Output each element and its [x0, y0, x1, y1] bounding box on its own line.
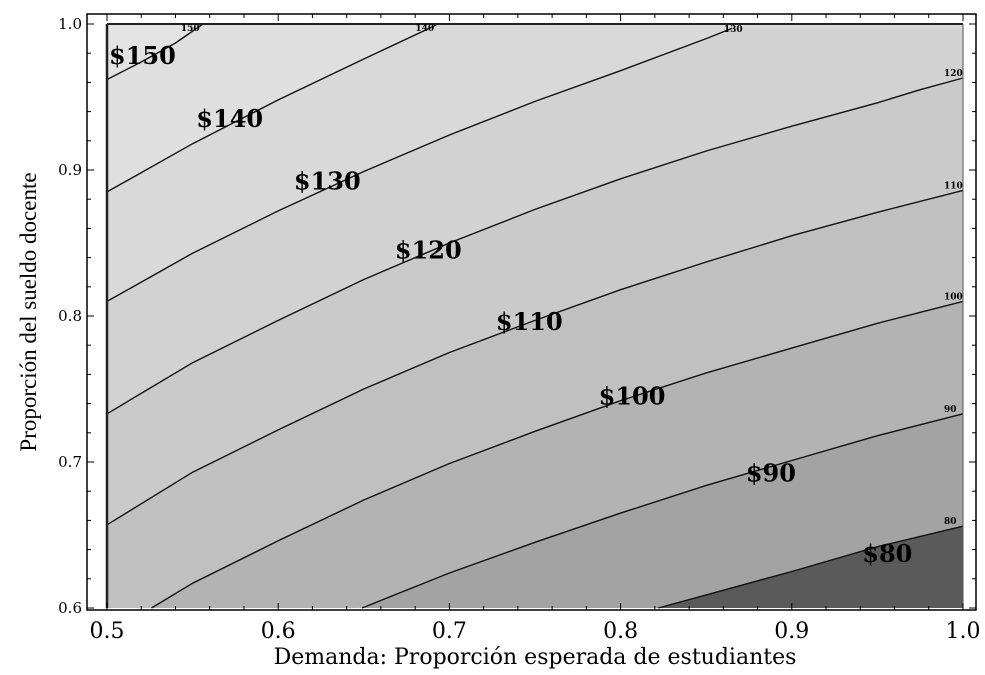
contour-band [107, 28, 963, 414]
contour-band [107, 526, 963, 608]
contour-end-labels: 150 140 130 120 110 100 90 80 [181, 24, 963, 527]
contour-value-label: $80 [862, 539, 912, 568]
contour-end-label: 90 [944, 405, 957, 415]
x-tick-label: 1.0 [946, 619, 981, 644]
x-tick-label: 0.5 [90, 619, 125, 644]
contour-regions [107, 24, 963, 608]
contour-line [106, 23, 438, 193]
contour-end-label: 120 [944, 69, 963, 79]
y-tick-label: 0.7 [58, 453, 82, 471]
contour-line [106, 23, 204, 81]
x-axis-title: Demanda: Proporción esperada de estudian… [274, 645, 797, 670]
contour-end-label: 80 [944, 517, 957, 527]
contour-line [106, 189, 964, 526]
x-tick-label: 0.9 [774, 619, 809, 644]
inner-plot-border [105, 23, 964, 608]
contour-end-label: 150 [181, 24, 200, 34]
contour-end-label: 100 [944, 292, 963, 302]
contour-value-label: $140 [196, 104, 263, 133]
contour-value-label: $150 [109, 41, 176, 70]
axis-ticks [87, 14, 976, 610]
contour-band [107, 24, 963, 80]
plot-frame [86, 13, 977, 611]
y-tick-label: 0.9 [58, 161, 82, 179]
contour-end-label: 140 [415, 24, 434, 34]
y-tick-label: 1.0 [58, 15, 82, 33]
contour-end-label: 130 [724, 25, 743, 35]
contour-band [107, 24, 963, 302]
contour-line [658, 525, 964, 609]
contour-line [151, 300, 964, 609]
y-tick-label: 0.8 [58, 307, 82, 325]
contour-value-label: $110 [496, 307, 563, 336]
contour-band [107, 78, 963, 525]
contour-line [106, 27, 733, 303]
contour-band [107, 190, 963, 608]
x-tick-label: 0.8 [603, 619, 638, 644]
contour-value-label: $130 [294, 167, 361, 196]
contour-value-label: $90 [746, 459, 796, 488]
contour-band [107, 301, 963, 608]
y-tick-label: 0.6 [58, 599, 82, 617]
contour-band [107, 413, 963, 608]
axis-tick-labels: 0.5 0.6 0.7 0.8 0.9 1.0 0.6 0.7 0.8 0.9 1.0 [58, 15, 980, 644]
contour-value-label: $120 [395, 235, 462, 264]
contour-band [107, 24, 963, 192]
contour-lines [106, 23, 964, 609]
contour-line [106, 77, 964, 415]
x-tick-label: 0.6 [261, 619, 296, 644]
contour-line [361, 413, 964, 609]
y-axis-title: Proporción del sueldo docente [16, 172, 41, 451]
contour-value-label: $100 [599, 381, 666, 410]
contour-level-labels: $150 $140 $130 $120 $110 $100 $90 $80 [109, 41, 912, 568]
contour-end-label: 110 [944, 181, 963, 191]
x-tick-label: 0.7 [432, 619, 467, 644]
